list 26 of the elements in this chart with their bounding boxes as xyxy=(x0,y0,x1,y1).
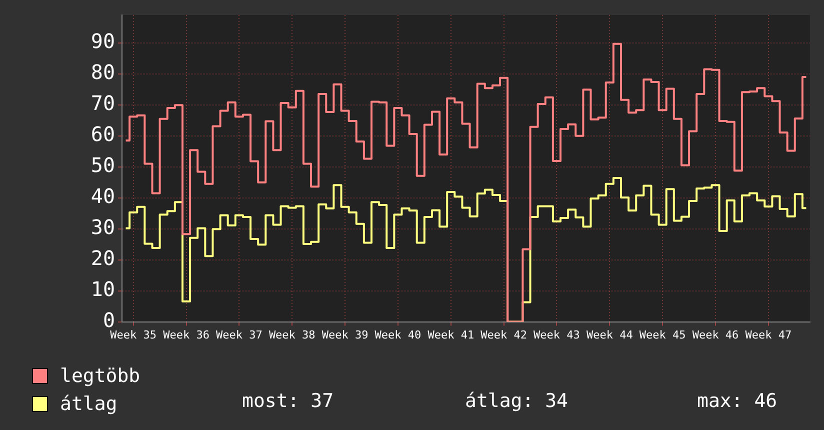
x-tick-label: Week 46 xyxy=(692,328,739,342)
text: max: 46 xyxy=(697,390,778,412)
text: most: 37 xyxy=(242,390,334,412)
x-tick-label: Week 39 xyxy=(322,328,368,342)
x-tick-label: Week 36 xyxy=(163,328,210,342)
x-tick-label: Week 42 xyxy=(480,328,527,342)
y-tick-label: 90 xyxy=(90,29,115,54)
x-tick-label: Week 40 xyxy=(374,328,422,342)
x-tick-label: Week 43 xyxy=(534,328,580,342)
y-tick-label: 80 xyxy=(90,60,115,84)
legend-label: legtöbb xyxy=(60,365,140,387)
x-tick-label: Week 47 xyxy=(745,328,792,342)
y-tick-label: 20 xyxy=(90,246,115,270)
y-tick-label: 40 xyxy=(90,184,115,208)
y-tick-label: 60 xyxy=(90,122,115,146)
y-tick-label: 50 xyxy=(90,153,115,178)
y-tick-label: 30 xyxy=(90,215,115,240)
x-tick-label: Week 41 xyxy=(428,328,474,342)
text: átlag: 34 xyxy=(465,390,568,412)
x-tick-label: Week 45 xyxy=(639,328,686,342)
y-tick-label: 70 xyxy=(90,91,115,116)
x-tick-label: Week 44 xyxy=(586,328,634,342)
x-tick-label: Week 37 xyxy=(216,328,262,342)
x-tick-label: Week 38 xyxy=(268,328,316,342)
legend-label: átlag xyxy=(60,393,118,415)
y-tick-label: 10 xyxy=(90,277,115,302)
